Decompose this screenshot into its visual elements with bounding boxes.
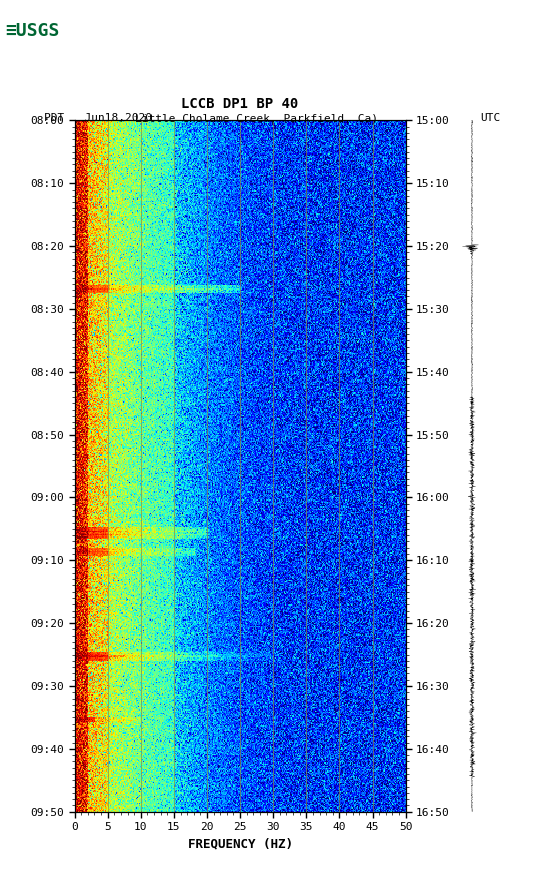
Text: LCCB DP1 BP 40: LCCB DP1 BP 40 [182,97,299,112]
Text: Little Cholame Creek, Parkfield, Ca): Little Cholame Creek, Parkfield, Ca) [135,113,378,123]
Text: UTC: UTC [480,113,501,123]
Text: ≡USGS: ≡USGS [6,22,60,40]
Text: PDT   Jun18,2020: PDT Jun18,2020 [44,113,152,123]
X-axis label: FREQUENCY (HZ): FREQUENCY (HZ) [188,838,293,851]
